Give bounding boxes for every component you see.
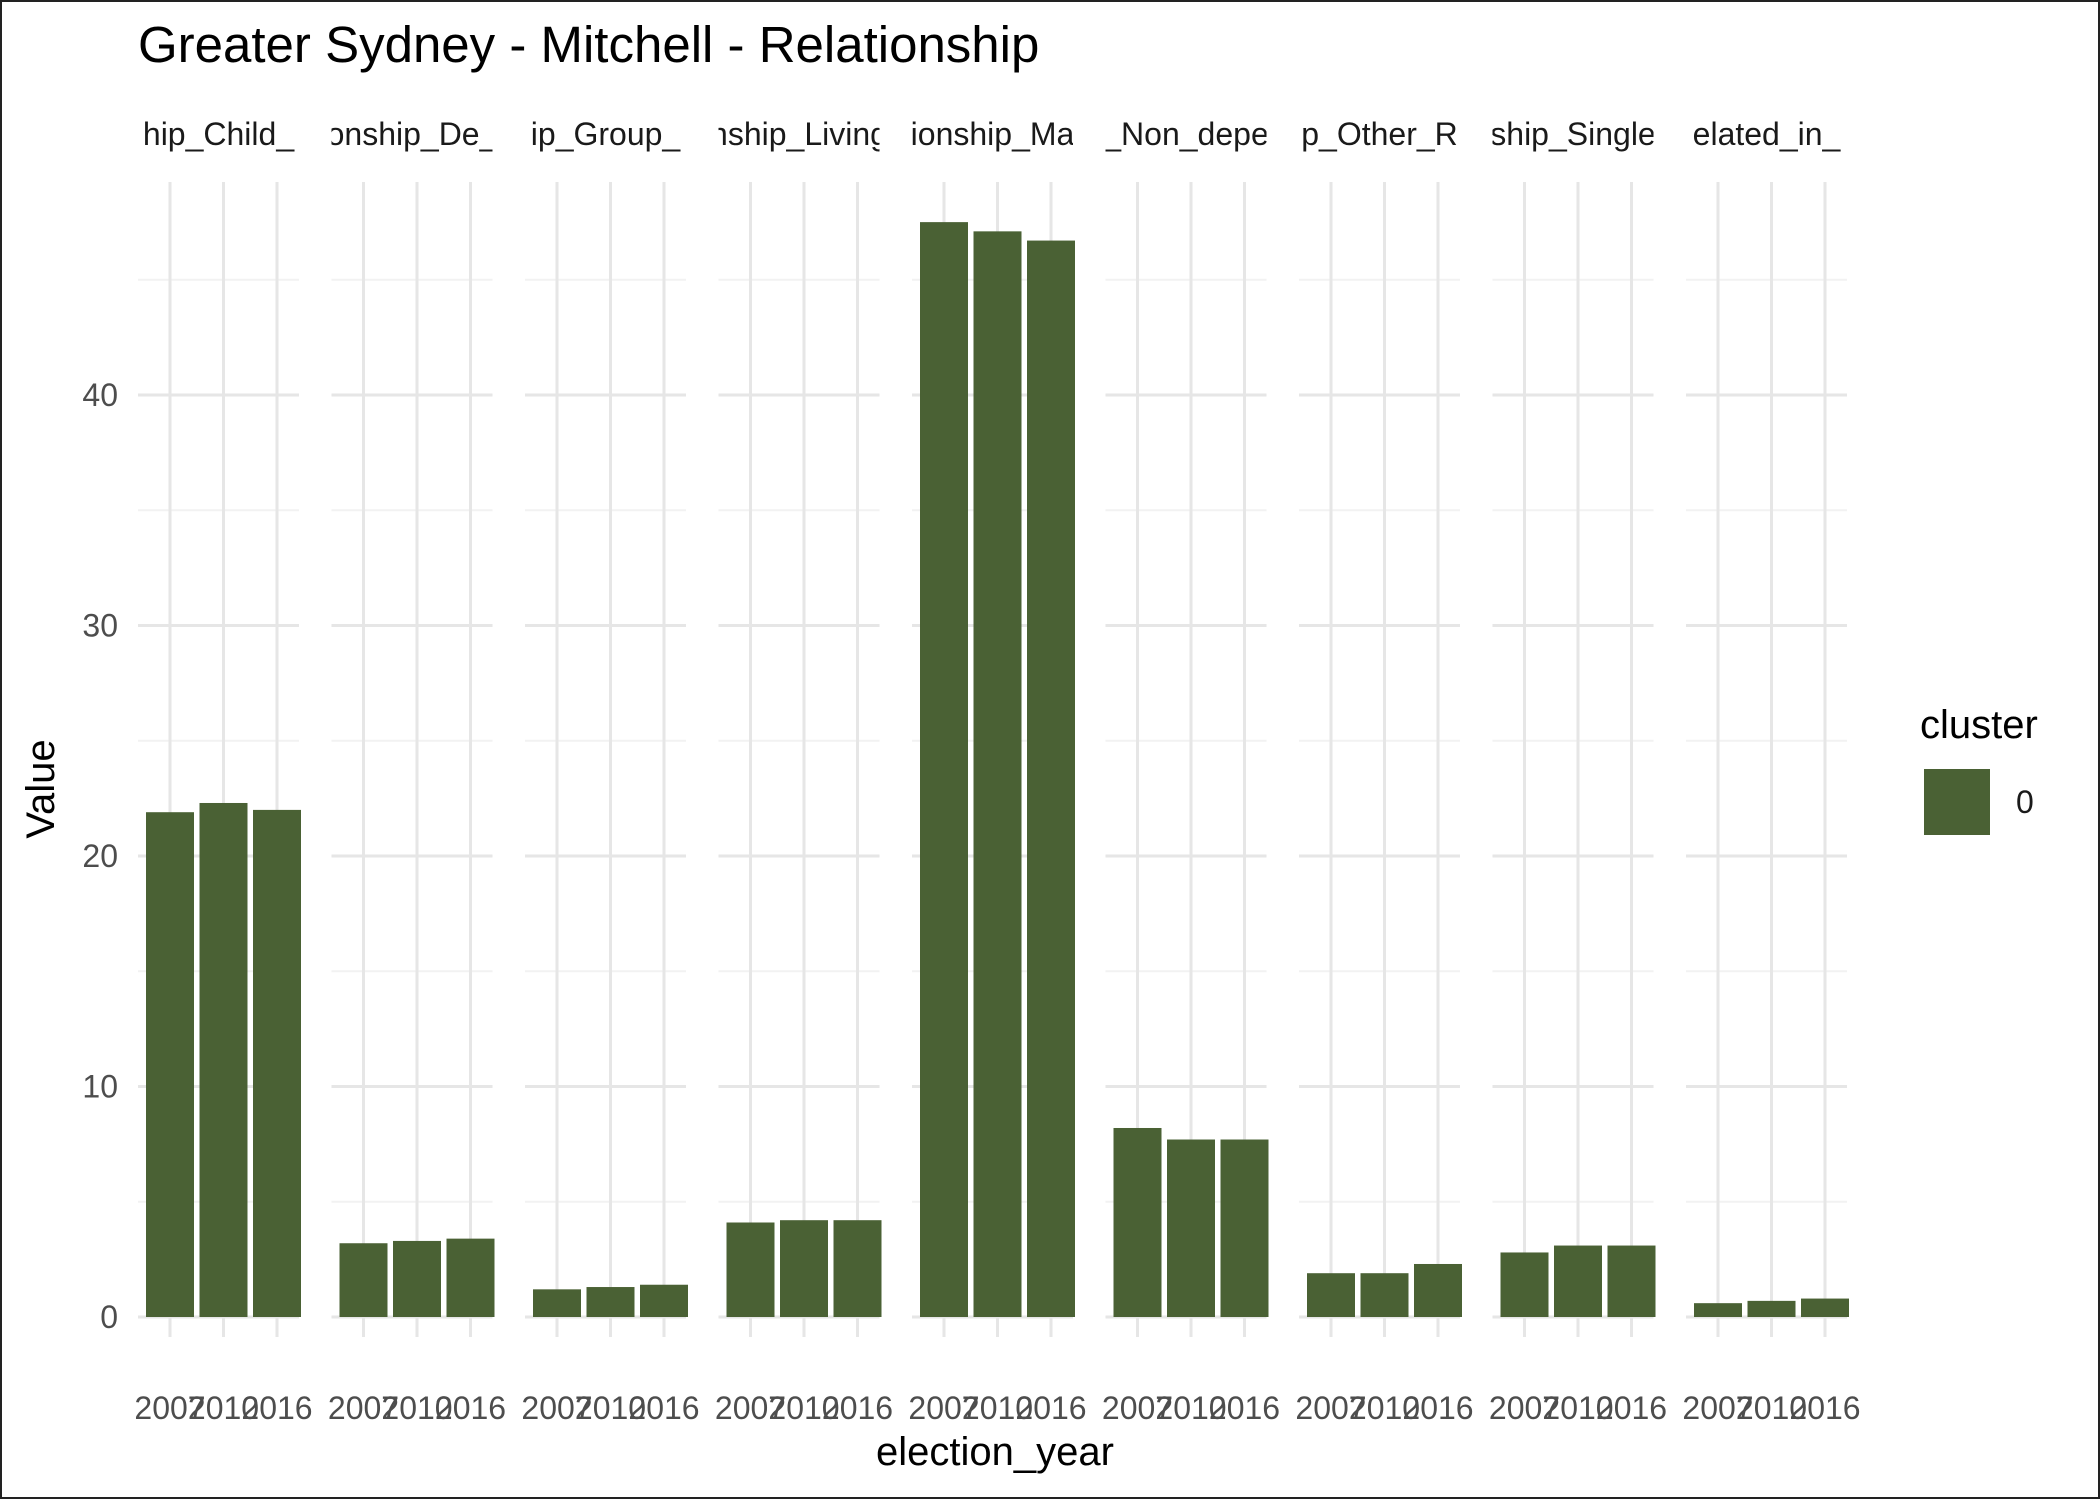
chart-title: Greater Sydney - Mitchell - Relationship	[138, 16, 1039, 73]
y-tick-label: 10	[82, 1069, 118, 1105]
x-tick-label: 2007	[1682, 1390, 1753, 1426]
x-tick-label: 2016	[1402, 1390, 1473, 1426]
x-tick-label: 2007	[1489, 1390, 1560, 1426]
facet-strip-label: elated_in_	[1693, 116, 1842, 152]
x-tick-label: 2007	[521, 1390, 592, 1426]
bar-9-2016	[1801, 1298, 1849, 1317]
bar-6-2010	[1167, 1139, 1215, 1317]
facet-strip-label: p_Other_R	[1301, 116, 1458, 152]
x-tick-label: 2010	[1736, 1390, 1807, 1426]
legend-title: cluster	[1920, 703, 2038, 747]
x-tick-label: 2010	[1542, 1390, 1613, 1426]
bar-9-2010	[1747, 1300, 1796, 1317]
x-tick-label: 2016	[628, 1390, 699, 1426]
bar-7-2010	[1360, 1273, 1409, 1317]
legend-key	[1924, 769, 1990, 835]
bar-9-2007	[1694, 1303, 1742, 1317]
x-tick-label: 2007	[1295, 1390, 1366, 1426]
bar-3-2016	[640, 1284, 688, 1317]
bar-6-2007	[1113, 1127, 1162, 1317]
x-tick-label: 2016	[1015, 1390, 1086, 1426]
grid-layer	[138, 182, 1847, 1337]
x-tick-label: 2010	[1155, 1390, 1226, 1426]
y-tick-label: 20	[82, 838, 118, 874]
bar-4-2007	[726, 1222, 775, 1317]
bar-1-2016	[253, 809, 301, 1317]
facet-strip-label: ip_Group_	[531, 116, 682, 152]
y-tick-label: 40	[82, 377, 118, 413]
bar-2-2016	[446, 1238, 495, 1317]
legend-label: 0	[2016, 784, 2034, 820]
y-tick-label: 0	[100, 1299, 118, 1335]
x-tick-label: 2016	[822, 1390, 893, 1426]
x-tick-label: 2016	[1596, 1390, 1667, 1426]
y-tick-label: 30	[82, 608, 118, 644]
bar-5-2007	[920, 222, 968, 1317]
x-tick-label: 2007	[1102, 1390, 1173, 1426]
x-tick-label: 2016	[241, 1390, 312, 1426]
x-tick-label: 2010	[575, 1390, 646, 1426]
x-tick-label: 2016	[435, 1390, 506, 1426]
bar-2-2007	[339, 1243, 388, 1317]
x-tick-label: 2016	[1789, 1390, 1860, 1426]
bar-4-2016	[833, 1220, 882, 1317]
facet-strip-label: ship_Single	[1490, 116, 1655, 152]
y-tick-layer: 0 10 20 30 40	[82, 377, 118, 1335]
x-tick-label: 2010	[962, 1390, 1033, 1426]
bar-3-2010	[586, 1287, 635, 1317]
bar-1-2007	[146, 812, 194, 1317]
facet-strip-label: _Non_depe	[1102, 116, 1268, 152]
bar-8-2010	[1554, 1245, 1602, 1317]
x-axis-title: election_year	[876, 1430, 1114, 1474]
bar-6-2016	[1220, 1139, 1269, 1317]
bar-8-2007	[1500, 1252, 1549, 1317]
legend: cluster 0	[1920, 703, 2038, 835]
bar-1-2010	[199, 802, 248, 1317]
bar-7-2016	[1414, 1263, 1462, 1317]
facet-strip-label: ionship_Ma	[911, 116, 1075, 152]
bar-2-2010	[393, 1240, 441, 1317]
x-tick-label: 2007	[328, 1390, 399, 1426]
facet-strip-label: onship_De_	[327, 116, 499, 152]
x-tick-label: 2007	[715, 1390, 786, 1426]
bar-7-2007	[1307, 1273, 1355, 1317]
facet-strip-layer: hip_Child_ onship_De_ ip_Group_ nship_Livin…	[143, 116, 1842, 152]
x-tick-label: 2010	[188, 1390, 259, 1426]
bar-5-2016	[1027, 240, 1075, 1318]
bar-4-2010	[780, 1220, 828, 1317]
bar-5-2010	[973, 231, 1022, 1318]
x-tick-label: 2010	[1349, 1390, 1420, 1426]
y-axis-title: Value	[19, 739, 63, 838]
bar-8-2016	[1607, 1245, 1656, 1317]
x-tick-label: 2016	[1209, 1390, 1280, 1426]
x-tick-label: 2010	[381, 1390, 452, 1426]
bar-layer	[146, 222, 1849, 1318]
x-tick-label: 2007	[134, 1390, 205, 1426]
facet-strip-label: hip_Child_	[143, 116, 295, 152]
facet-strip-label: nship_Living	[710, 116, 888, 152]
x-tick-label: 2010	[768, 1390, 839, 1426]
bar-3-2007	[533, 1289, 581, 1317]
x-tick-label: 2007	[908, 1390, 979, 1426]
